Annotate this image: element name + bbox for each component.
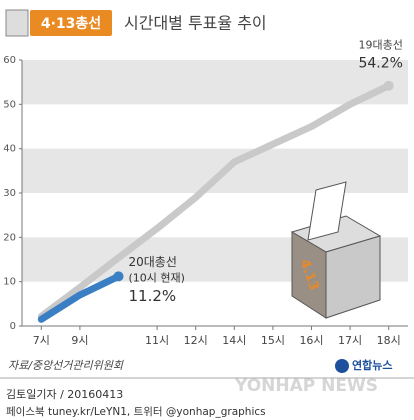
x-tick-label: 14시 bbox=[222, 334, 246, 347]
grid-band bbox=[22, 60, 408, 105]
plot: 0 10 20 30 40 50 60 7시 9시 11시 12시 14시 15시 16시 17시 18시 19… bbox=[3, 39, 408, 347]
watermark: YONHAP NEWS bbox=[234, 376, 378, 396]
y-tick-label: 60 bbox=[3, 55, 16, 66]
value-label: 54.2% bbox=[358, 56, 402, 72]
social: 페이스북 tuney.kr/LeYN1, 트위터 @yonhap_graphic… bbox=[6, 405, 266, 418]
x-tick-label: 11시 bbox=[145, 334, 169, 347]
y-tick-label: 30 bbox=[3, 188, 16, 199]
x-tick-label: 7시 bbox=[33, 334, 50, 347]
value-label: 11.2% bbox=[129, 287, 177, 305]
ballot-paper bbox=[307, 181, 347, 241]
credit: 김토일기자 / 20160413 bbox=[6, 387, 123, 401]
y-tick-label: 40 bbox=[3, 144, 16, 155]
x-tick-label: 18시 bbox=[377, 334, 401, 347]
grid-band bbox=[22, 148, 408, 193]
end-point bbox=[113, 271, 124, 282]
series-label: 19대총선 bbox=[359, 39, 403, 52]
y-tick-label: 50 bbox=[3, 99, 16, 110]
ballot-icon bbox=[5, 9, 29, 37]
series-label: 20대총선 bbox=[129, 255, 177, 269]
y-tick-label: 0 bbox=[10, 321, 16, 332]
series-line bbox=[37, 82, 393, 320]
badge-text: 4·13총선 bbox=[41, 16, 101, 32]
source: 자료/중앙선거관리위원회 bbox=[8, 359, 124, 372]
x-tick-label: 9시 bbox=[71, 334, 88, 347]
x-tick-label: 12시 bbox=[184, 334, 208, 347]
header-badge: 4·13총선 bbox=[5, 9, 112, 37]
box-right bbox=[325, 235, 381, 319]
y-tick-label: 10 bbox=[3, 277, 16, 288]
logo-mark bbox=[335, 359, 349, 373]
annotation: (10시 현재) bbox=[129, 271, 185, 284]
x-tick-label: 15시 bbox=[261, 334, 285, 347]
series-line bbox=[37, 272, 122, 323]
end-point bbox=[383, 80, 394, 91]
logo: 연합뉴스 bbox=[352, 358, 392, 372]
ballot-box: 4.13 bbox=[290, 181, 382, 319]
chart-title: 시간대별 투표율 추이 bbox=[124, 14, 267, 33]
x-tick-label: 17시 bbox=[338, 334, 362, 347]
y-tick-label: 20 bbox=[3, 232, 16, 243]
badge-bg bbox=[30, 10, 112, 36]
x-tick-label: 16시 bbox=[299, 334, 323, 347]
